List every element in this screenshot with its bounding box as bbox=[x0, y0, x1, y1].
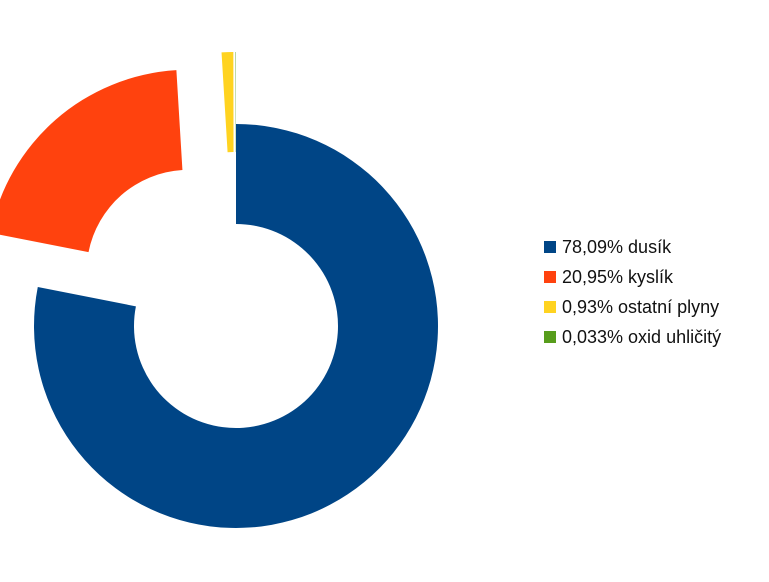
slice-ostatni-plyny bbox=[222, 52, 234, 152]
legend-item-dusik: 78,09% dusík bbox=[544, 232, 721, 262]
legend-swatch-kyslik bbox=[544, 271, 556, 283]
legend-swatch-dusik bbox=[544, 241, 556, 253]
legend-item-ostatni-plyny: 0,93% ostatní plyny bbox=[544, 292, 721, 322]
slice-kyslik bbox=[0, 70, 182, 252]
legend-label-oxid-uhlicity: 0,033% oxid uhličitý bbox=[562, 327, 721, 347]
legend-swatch-ostatni-plyny bbox=[544, 301, 556, 313]
legend-label-ostatni-plyny: 0,93% ostatní plyny bbox=[562, 297, 719, 317]
legend-label-dusik: 78,09% dusík bbox=[562, 237, 671, 257]
chart-legend: 78,09% dusík 20,95% kyslík 0,93% ostatní… bbox=[544, 232, 721, 352]
legend-swatch-oxid-uhlicity bbox=[544, 331, 556, 343]
legend-item-oxid-uhlicity: 0,033% oxid uhličitý bbox=[544, 322, 721, 352]
legend-item-kyslik: 20,95% kyslík bbox=[544, 262, 721, 292]
legend-label-kyslik: 20,95% kyslík bbox=[562, 267, 673, 287]
